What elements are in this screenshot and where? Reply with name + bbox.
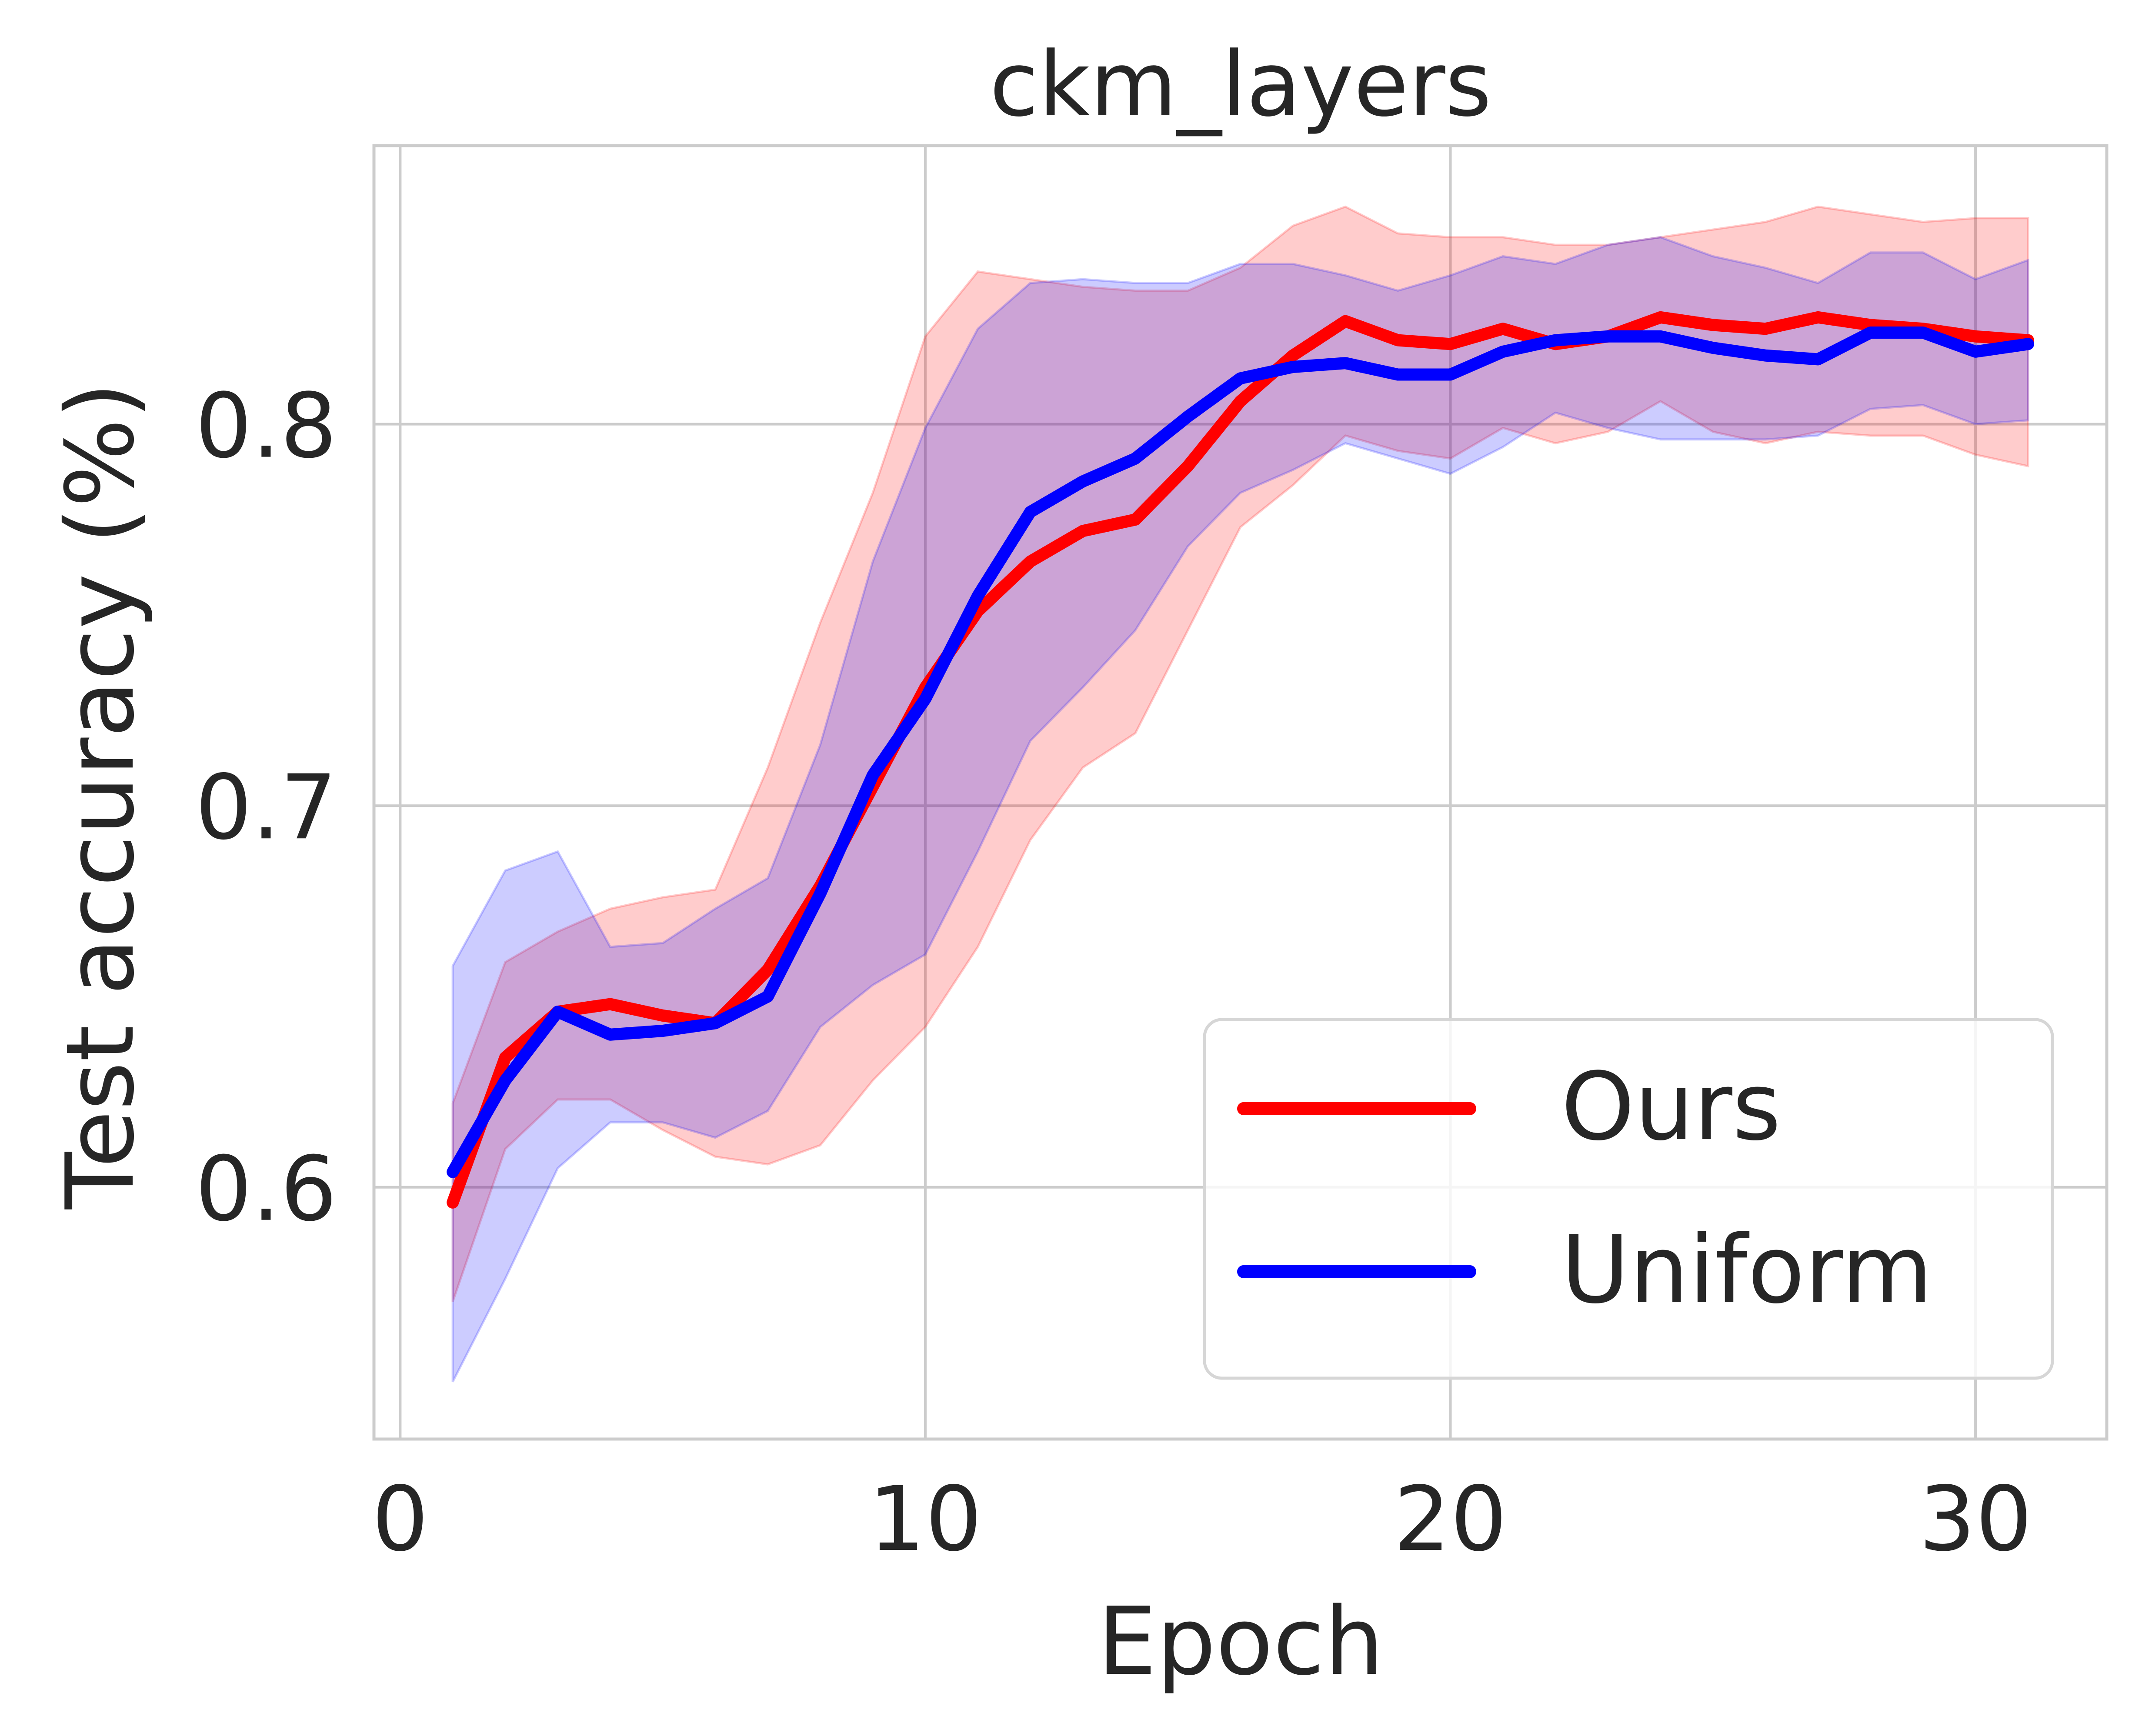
data-point-ours bbox=[1135, 519, 1136, 520]
data-point-uniform bbox=[1502, 351, 1503, 352]
data-point-uniform bbox=[505, 1080, 506, 1081]
x-tick-label: 0 bbox=[372, 1468, 428, 1571]
data-point-uniform bbox=[1240, 378, 1241, 379]
chart-title: ckm_layers bbox=[990, 33, 1492, 137]
data-point-uniform bbox=[820, 893, 821, 894]
data-point-uniform bbox=[1450, 374, 1451, 375]
y-axis-ticks: 0.6 0.7 0.8 bbox=[195, 375, 337, 1241]
data-point-ours bbox=[505, 1057, 506, 1058]
x-tick-label: 20 bbox=[1394, 1468, 1507, 1571]
plot-area bbox=[372, 144, 2109, 1441]
data-point-ours bbox=[1660, 317, 1661, 318]
data-point-uniform bbox=[1082, 481, 1083, 482]
data-point-ours bbox=[452, 1202, 453, 1203]
data-point-uniform bbox=[1765, 355, 1766, 356]
data-point-ours bbox=[1765, 328, 1766, 329]
data-point-ours bbox=[1345, 321, 1346, 322]
legend-label-ours: Ours bbox=[1561, 1052, 1781, 1161]
data-point-uniform bbox=[610, 1034, 611, 1035]
data-point-uniform bbox=[557, 1011, 558, 1012]
data-point-uniform bbox=[767, 996, 768, 997]
x-axis-ticks: 0 10 20 30 bbox=[372, 1468, 2032, 1571]
data-point-uniform bbox=[1135, 458, 1136, 459]
data-point-uniform bbox=[662, 1030, 663, 1031]
series-lines bbox=[447, 311, 2034, 1209]
data-point-uniform bbox=[872, 775, 873, 776]
data-point-uniform bbox=[1922, 332, 1923, 333]
data-point-ours bbox=[1975, 336, 1976, 337]
data-point-uniform bbox=[452, 1172, 453, 1173]
y-tick-label: 0.6 bbox=[195, 1138, 337, 1241]
data-point-uniform bbox=[1712, 347, 1713, 348]
y-tick-label: 0.8 bbox=[195, 375, 337, 478]
data-point-ours bbox=[662, 1015, 663, 1016]
data-point-uniform bbox=[1030, 511, 1031, 512]
error-band-uniform bbox=[451, 236, 2029, 1383]
data-point-ours bbox=[1082, 530, 1083, 531]
data-point-uniform bbox=[1660, 336, 1661, 337]
data-point-ours bbox=[1712, 324, 1713, 325]
x-tick-label: 10 bbox=[869, 1468, 982, 1571]
legend-label-uniform: Uniform bbox=[1561, 1215, 1933, 1324]
data-point-uniform bbox=[1870, 332, 1871, 333]
data-point-uniform bbox=[1975, 351, 1976, 352]
legend: Ours Uniform bbox=[1203, 1018, 2054, 1380]
data-point-ours bbox=[1292, 355, 1293, 356]
data-point-ours bbox=[610, 1004, 611, 1005]
data-point-ours bbox=[1240, 401, 1241, 402]
data-point-uniform bbox=[2028, 343, 2029, 344]
plot-frame bbox=[372, 144, 2109, 1441]
x-tick-label: 30 bbox=[1919, 1468, 2032, 1571]
data-point-ours bbox=[1870, 324, 1871, 325]
y-axis-label: Test accuracy (%) bbox=[46, 382, 155, 1210]
x-axis-label: Epoch bbox=[1098, 1587, 1384, 1696]
series-line-uniform bbox=[447, 327, 2034, 1178]
error-band-ours bbox=[451, 205, 2029, 1302]
y-tick-label: 0.7 bbox=[195, 756, 337, 860]
data-point-uniform bbox=[1555, 340, 1556, 341]
data-point-ours bbox=[1450, 343, 1451, 344]
data-point-ours bbox=[1502, 328, 1503, 329]
data-point-ours bbox=[1030, 561, 1031, 562]
data-point-uniform bbox=[925, 698, 926, 699]
error-bands bbox=[451, 205, 2029, 1383]
